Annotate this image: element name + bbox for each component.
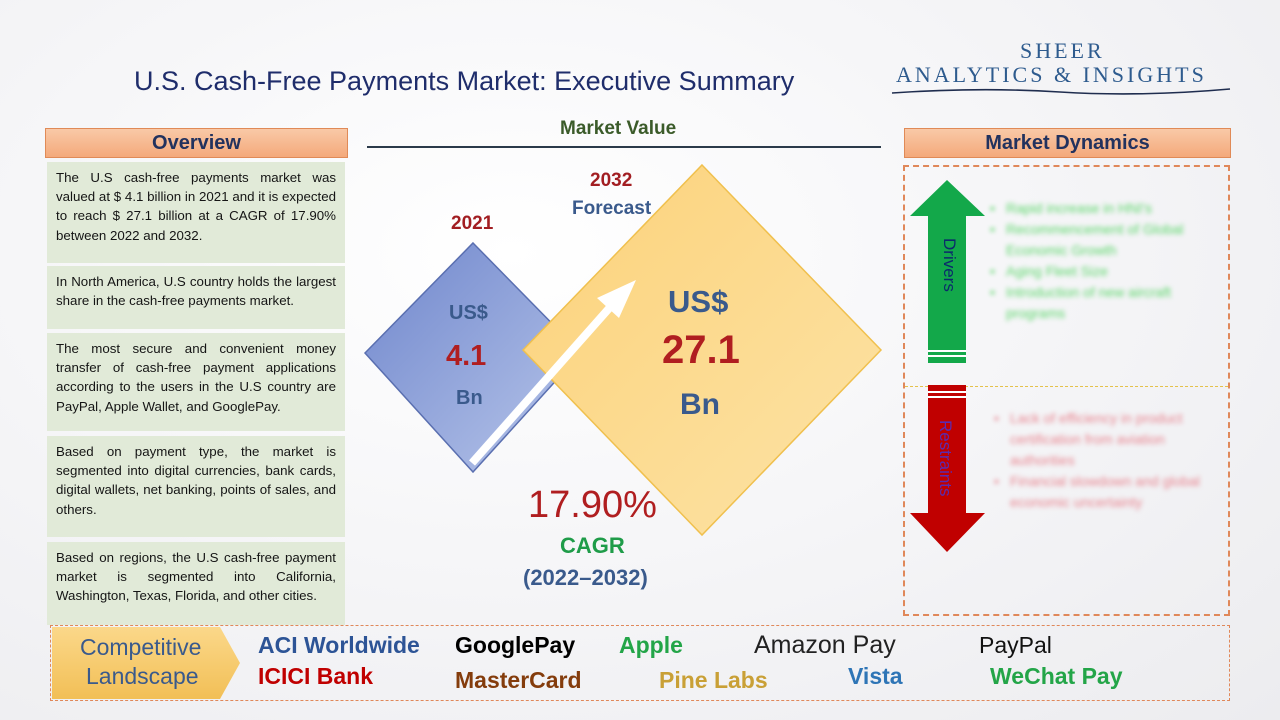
driver-item: Introduction of new aircraft programs [988, 282, 1216, 324]
value-2032-unit: Bn [680, 388, 720, 421]
logo-swoosh [891, 88, 1231, 95]
drivers-arrow-icon [910, 180, 985, 363]
value-2021-amount: 4.1 [446, 340, 487, 372]
diamond-2032 [521, 163, 883, 537]
overview-header: Overview [45, 128, 348, 158]
competitive-label-line1: Competitive [80, 634, 202, 660]
competitive-landscape-panel [50, 625, 1230, 701]
value-2032-currency: US$ [668, 284, 729, 319]
competitive-label-tag [52, 627, 240, 699]
company-name: ICICI Bank [258, 663, 374, 689]
drivers-list: Rapid increase in HNI's Recommencement o… [988, 198, 1216, 324]
company-name: Pine Labs [659, 667, 768, 693]
overview-paragraph: Based on payment type, the market is seg… [47, 436, 345, 537]
restraint-item: Financial slowdown and global economic u… [992, 471, 1220, 513]
restraints-label: Restraints [936, 420, 955, 497]
restraints-arrow-icon [910, 385, 985, 552]
market-dynamics-panel [903, 165, 1230, 616]
value-2021-unit: Bn [456, 387, 483, 409]
company-name: MasterCard [455, 667, 582, 693]
market-value-diagram [363, 163, 883, 537]
company-name: GooglePay [455, 632, 576, 658]
company-name: Amazon Pay [754, 631, 896, 659]
dynamics-arrows [910, 180, 985, 552]
overview-paragraph: The U.S cash-free payments market was va… [47, 162, 345, 263]
market-value-divider [367, 146, 881, 148]
overview-paragraph: The most secure and convenient money tra… [47, 333, 345, 431]
logo-text-top: SHEER [1020, 38, 1105, 63]
company-name: Vista [848, 663, 903, 689]
year-2032-label: 2032 [590, 170, 633, 191]
value-2021-currency: US$ [449, 302, 488, 324]
growth-arrow [469, 280, 636, 466]
cagr-period: (2022–2032) [523, 565, 648, 590]
logo-text-bottom: ANALYTICS & INSIGHTS [896, 62, 1207, 87]
driver-item: Aging Fleet Size [988, 261, 1216, 282]
driver-item: Recommencement of Global Economic Growth [988, 219, 1216, 261]
restraint-item: Lack of efficiency in product certificat… [992, 408, 1220, 471]
year-2021-label: 2021 [451, 213, 494, 234]
diamond-2021 [363, 241, 583, 474]
company-name: PayPal [979, 632, 1052, 658]
dynamics-divider [905, 386, 1228, 387]
restraints-list: Lack of efficiency in product certificat… [992, 408, 1220, 513]
market-dynamics-header: Market Dynamics [904, 128, 1231, 158]
company-name: Apple [619, 632, 683, 658]
overview-paragraph: In North America, U.S country holds the … [47, 266, 345, 329]
page-title: U.S. Cash-Free Payments Market: Executiv… [134, 66, 795, 96]
drivers-label: Drivers [940, 238, 959, 292]
overview-paragraph: Based on regions, the U.S cash-free paym… [47, 542, 345, 625]
cagr-value: 17.90% [528, 484, 657, 526]
value-2032-amount: 27.1 [662, 328, 740, 372]
driver-item: Rapid increase in HNI's [988, 198, 1216, 219]
market-value-title: Market Value [560, 118, 677, 139]
company-name: WeChat Pay [990, 663, 1123, 689]
cagr-label: CAGR [560, 533, 625, 558]
company-name: ACI Worldwide [258, 632, 420, 658]
forecast-label: Forecast [572, 198, 652, 219]
competitive-label-line2: Landscape [86, 663, 199, 689]
